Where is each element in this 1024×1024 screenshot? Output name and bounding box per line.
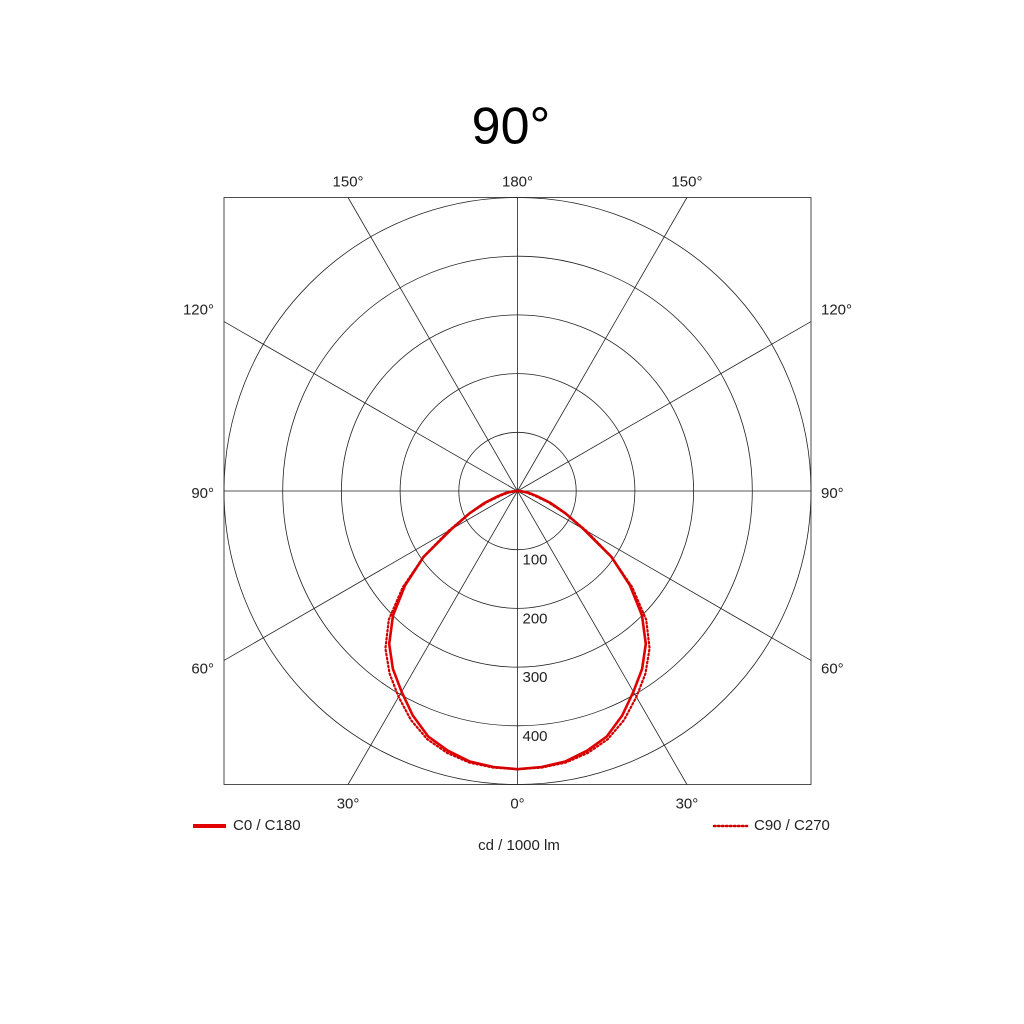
grid-spoke	[517, 490, 812, 661]
grid-spoke	[517, 197, 688, 492]
angle-tick-label: 90°	[821, 485, 844, 502]
series-line	[384, 489, 519, 771]
legend-label: C0 / C180	[233, 817, 301, 834]
radial-axis-label: cd / 1000 lm	[478, 837, 560, 854]
radial-tick-label: 300	[523, 669, 548, 686]
angle-tick-label: 60°	[191, 660, 214, 677]
angle-tick-label: 90°	[191, 485, 214, 502]
grid-spoke	[347, 490, 518, 785]
angle-tick-label: 120°	[183, 302, 214, 319]
angle-tick-label: 180°	[502, 173, 533, 190]
grid-spoke	[347, 197, 518, 492]
grid-spoke	[517, 321, 812, 492]
grid-spoke	[223, 490, 518, 661]
radial-tick-label: 400	[523, 728, 548, 745]
legend-label: C90 / C270	[754, 817, 830, 834]
radial-tick-label: 100	[523, 552, 548, 569]
angle-tick-label: 30°	[676, 795, 699, 812]
series-line	[516, 489, 651, 771]
radial-tick-label: 200	[523, 610, 548, 627]
angle-tick-label: 120°	[821, 302, 852, 319]
angle-tick-label: 60°	[821, 660, 844, 677]
angle-tick-label: 30°	[337, 795, 360, 812]
angle-tick-label: 150°	[333, 173, 364, 190]
chart-title: 90°	[472, 98, 551, 156]
angle-tick-label: 150°	[671, 173, 702, 190]
angle-tick-label: 0°	[510, 795, 524, 812]
grid-spoke	[223, 321, 518, 492]
grid-spoke	[517, 490, 688, 785]
